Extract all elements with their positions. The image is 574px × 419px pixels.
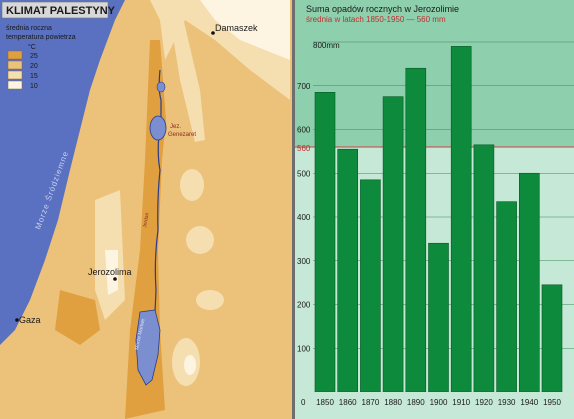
chart-panel: 0 100 200 300 400 500 600 700 1850 1860 1870 1880 1… [295,0,574,419]
city-label-gaza: Gaza [19,315,41,325]
y-tick-label: 600 [297,126,311,135]
x-tick-label: 1950 [543,398,561,407]
legend-unit: °C [28,43,36,51]
y-tick-label: 200 [297,301,311,310]
x-tick-label: 1930 [498,398,516,407]
temperature-legend: średnia roczna temperatura powietrza °C … [6,25,76,90]
y-tick-label: 0 [301,398,306,407]
temp-zone-10-hills [235,5,258,40]
dead-sea [135,309,161,386]
river-label: Jordan [142,212,151,228]
sea [0,0,125,345]
chart-title: Suma opadów rocznych w Jerozolimie [306,4,459,14]
bar [337,148,359,393]
legend-swatch [7,80,23,90]
x-tick-label: 1850 [316,398,334,407]
city-label-damaszek: Damaszek [215,23,258,33]
judean-highlands-cool [105,250,118,295]
city-dot-gaza [15,318,19,322]
legend-swatch [7,50,23,60]
city-label-jerozolima: Jerozolima [88,267,132,277]
bar [428,242,449,393]
x-tick-label: 1860 [339,398,357,407]
map-title-box [1,1,109,19]
x-tick-label: 1900 [430,398,448,407]
legend-caption-1: średnia roczna [6,25,52,32]
temp-zone-15-ridge [168,5,205,142]
chart-subtitle: średnia w latach 1850-1950 — 560 mm [306,15,446,24]
panel-divider [292,0,295,419]
temp-zone-15-patch2 [186,226,214,254]
x-tick-label: 1880 [384,398,402,407]
y-tick-label: 300 [297,257,311,266]
x-tick-label: 1870 [362,398,380,407]
bar [314,92,336,393]
lake-label-1: Jez. [170,124,181,130]
y-tick-label: 100 [297,344,311,353]
sea-of-galilee [149,115,167,141]
legend-label: 15 [30,73,38,80]
bar [541,284,563,393]
temp-zone-15-patch [180,169,204,201]
jordan-river [154,69,162,313]
map-title: KLIMAT PALESTYNY [6,5,116,17]
unit-label: 800mm [313,41,340,50]
bar [518,172,540,393]
bar [496,201,517,393]
x-tick-label: 1940 [520,398,538,407]
bar [360,179,381,393]
bar [382,96,404,393]
legend-caption-2: temperatura powietrza [6,34,76,41]
x-tick-label: 1920 [475,398,493,407]
legend-swatch [7,60,23,70]
chart-axis-band [295,392,574,419]
mean-label: 560 [297,144,311,153]
bar [473,144,495,393]
lake-hula [156,81,166,93]
legend-label: 20 [30,63,38,70]
y-tick-label: 500 [297,169,311,178]
chart-background-above-mean [295,0,574,147]
x-tick-label: 1910 [452,398,470,407]
y-tick-label: 700 [297,82,311,91]
x-tick-label: 1890 [407,398,425,407]
y-tick-label: 400 [297,213,311,222]
legend-label: 25 [30,53,38,60]
temp-zone-25-coast [55,290,100,345]
city-dot-jerozolima [113,277,117,281]
temp-zone-15-patch3 [196,290,224,310]
bar [450,46,472,393]
temp-zone-10-patch [184,355,196,375]
lake-label-2: Genezaret [168,132,196,138]
bar [405,67,427,393]
map-panel: KLIMAT PALESTYNY średnia roczna temperat… [0,0,292,419]
legend-label: 10 [30,83,38,90]
legend-swatch [7,70,23,80]
city-dot-damaszek [211,31,215,35]
